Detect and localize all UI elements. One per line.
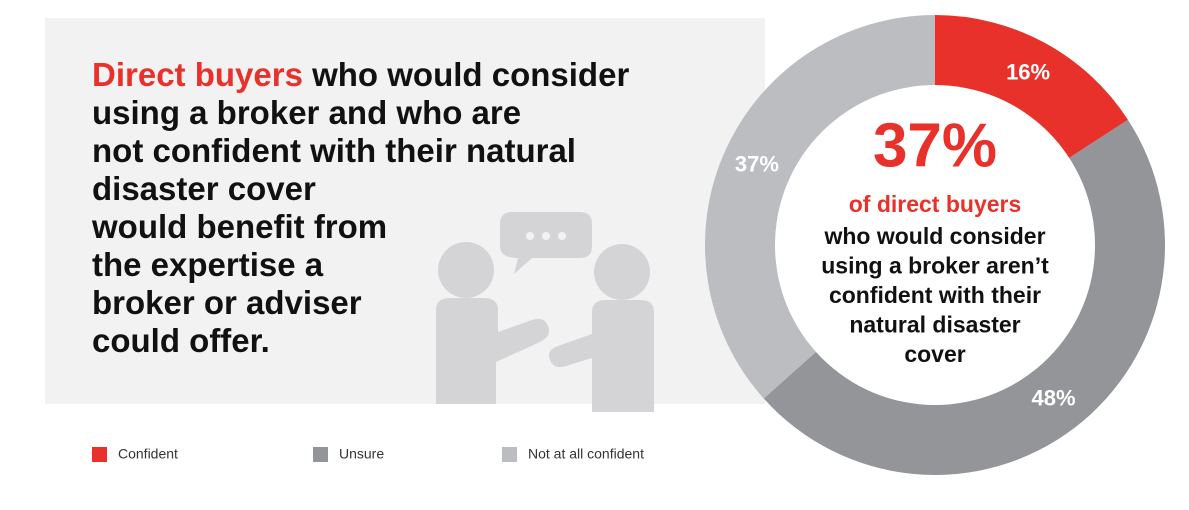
legend-label: Unsure xyxy=(339,446,384,462)
headline-line: using a broker and who are xyxy=(92,94,629,132)
headline-line: disaster cover xyxy=(92,170,629,208)
value-label: 48% xyxy=(1031,386,1075,411)
speech-dots xyxy=(526,232,566,240)
headline-text: broker or adviser xyxy=(92,284,362,321)
headline-text: disaster cover xyxy=(92,170,316,207)
center-text: confident with their xyxy=(829,282,1041,308)
headline-line: not confident with their natural xyxy=(92,132,629,170)
headline-text: who would consider xyxy=(312,56,630,93)
headline: Direct buyers who would consider using a … xyxy=(92,56,629,360)
people-icon xyxy=(436,212,654,412)
value-label: 16% xyxy=(1006,59,1050,84)
headline-line: Direct buyers who would consider xyxy=(92,56,629,94)
legend-swatch xyxy=(313,447,328,462)
headline-line: the expertise a xyxy=(92,246,629,284)
legend-swatch xyxy=(92,447,107,462)
headline-text: would benefit from xyxy=(92,208,388,245)
center-text: cover xyxy=(904,341,965,367)
headline-text: not confident with their natural xyxy=(92,132,576,169)
center-text: natural disaster xyxy=(849,312,1020,338)
donut-hole xyxy=(775,85,1095,405)
center-highlight: of direct buyers xyxy=(849,191,1022,217)
value-label: 37% xyxy=(735,151,779,176)
center-stat: 37% xyxy=(873,111,997,180)
headline-line: would benefit from xyxy=(92,208,629,246)
legend-swatch xyxy=(502,447,517,462)
center-text: using a broker aren’t xyxy=(821,253,1049,279)
headline-text: Direct buyers xyxy=(92,56,303,93)
legend-label: Not at all confident xyxy=(528,446,644,462)
headline-text: the expertise a xyxy=(92,246,324,283)
headline-line: could offer. xyxy=(92,322,629,360)
headline-text: using a broker and who are xyxy=(92,94,522,131)
headline-text: could offer. xyxy=(92,322,270,359)
headline-line: broker or adviser xyxy=(92,284,629,322)
center-text: who would consider xyxy=(823,223,1045,249)
legend-label: Confident xyxy=(118,446,178,462)
